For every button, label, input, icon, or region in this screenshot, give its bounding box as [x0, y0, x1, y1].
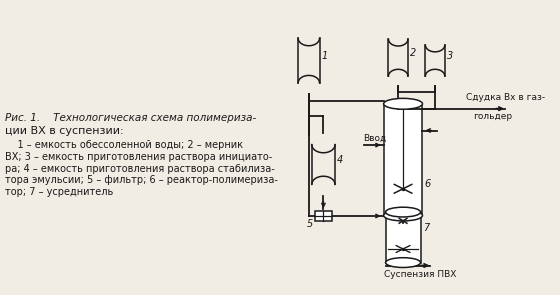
Text: Суспензия ПВХ: Суспензия ПВХ — [384, 270, 456, 279]
Text: 5: 5 — [306, 219, 312, 229]
Bar — [298, 38, 320, 83]
Text: 6: 6 — [424, 179, 431, 189]
Bar — [426, 45, 445, 76]
Text: Рис. 1.    Технологическая схема полимериза-: Рис. 1. Технологическая схема полимериза… — [5, 113, 256, 123]
Bar — [384, 104, 422, 215]
Text: 1 – емкость обессоленной воды; 2 – мерник: 1 – емкость обессоленной воды; 2 – мерни… — [5, 140, 243, 150]
Bar — [386, 212, 421, 263]
Text: 7: 7 — [423, 223, 430, 233]
Text: Ввод: Ввод — [363, 134, 386, 143]
Bar — [312, 145, 335, 184]
Text: тор; 7 – усреднитель: тор; 7 – усреднитель — [5, 187, 113, 197]
Text: 2: 2 — [410, 48, 416, 58]
Text: Сдудка Вх в газ-: Сдудка Вх в газ- — [466, 93, 545, 102]
Text: ции ВХ в суспензии:: ции ВХ в суспензии: — [5, 126, 124, 136]
Text: 4: 4 — [337, 155, 343, 165]
Text: тора эмульсии; 5 – фильтр; 6 – реактор-полимериза-: тора эмульсии; 5 – фильтр; 6 – реактор-п… — [5, 175, 278, 185]
Text: 1: 1 — [321, 51, 328, 61]
Text: 3: 3 — [447, 51, 453, 61]
Text: ВХ; 3 – емкость приготовления раствора инициато-: ВХ; 3 – емкость приготовления раствора и… — [5, 152, 272, 162]
Ellipse shape — [386, 258, 421, 268]
Text: гольдер: гольдер — [473, 112, 512, 121]
Text: ра; 4 – емкость приготовления раствора стабилиза-: ра; 4 – емкость приготовления раствора с… — [5, 163, 274, 173]
Bar — [389, 39, 408, 76]
Bar — [315, 211, 332, 221]
Ellipse shape — [386, 207, 421, 217]
Ellipse shape — [384, 210, 422, 221]
Ellipse shape — [384, 98, 422, 109]
